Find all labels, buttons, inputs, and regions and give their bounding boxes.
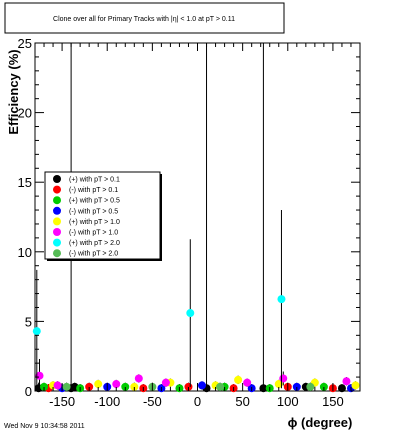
data-point	[319, 382, 328, 391]
legend-marker	[53, 228, 61, 236]
legend-entry-label: (-) with pT > 2.0	[69, 251, 118, 258]
x-tick-label: -100	[94, 394, 120, 409]
legend-box	[44, 171, 161, 260]
legend-entry-label: (-) with pT > 0.1	[69, 187, 118, 194]
data-point	[259, 384, 268, 393]
data-point	[134, 374, 143, 383]
data-point	[35, 371, 44, 380]
data-point	[274, 380, 283, 389]
data-point	[32, 327, 41, 336]
y-tick-label: 5	[25, 314, 32, 329]
x-axis-label: ϕ (degree)	[288, 415, 353, 430]
data-point	[121, 382, 130, 391]
x-tick-label: -50	[143, 394, 162, 409]
data-point	[216, 382, 225, 391]
legend-marker	[53, 206, 61, 215]
legend-marker	[53, 196, 61, 205]
y-tick-label: 20	[18, 106, 32, 121]
legend-entry-label: (+) with pT > 0.1	[69, 177, 120, 184]
data-point	[112, 380, 121, 389]
legend-marker	[53, 185, 61, 194]
data-point	[186, 309, 195, 318]
legend-entry-label: (+) with pT > 2.0	[69, 240, 120, 247]
data-point	[342, 377, 351, 386]
legend-entry-label: (-) with pT > 1.0	[69, 230, 118, 237]
y-tick-label: 10	[18, 245, 32, 260]
data-point	[85, 382, 94, 391]
data-point	[351, 381, 360, 390]
data-point	[243, 378, 252, 387]
data-point	[292, 382, 301, 391]
data-point	[279, 374, 288, 383]
legend-entry-label: (+) with pT > 0.5	[69, 198, 120, 205]
legend-marker	[53, 238, 61, 247]
data-point	[234, 375, 243, 384]
y-axis-label: Efficiency (%)	[6, 49, 21, 134]
y-tick-label: 25	[18, 36, 32, 51]
data-point	[62, 382, 71, 391]
data-point	[277, 295, 286, 304]
x-tick-label: 150	[322, 394, 344, 409]
x-tick-label: 50	[235, 394, 249, 409]
x-tick-label: -150	[49, 394, 75, 409]
chart-title: Clone over all for Primary Tracks with |…	[53, 16, 235, 23]
data-point	[198, 381, 207, 390]
data-point	[306, 382, 315, 391]
data-point	[53, 381, 62, 390]
legend-entry-label: (+) with pT > 1.0	[69, 219, 120, 226]
legend-entry-label: (-) with pT > 0.5	[69, 208, 118, 215]
legend-marker	[53, 249, 61, 258]
data-point	[40, 382, 49, 391]
x-tick-label: 100	[277, 394, 299, 409]
x-tick-label: 0	[194, 394, 201, 409]
legend-marker	[53, 217, 61, 226]
legend-marker	[53, 175, 61, 183]
title-box	[4, 2, 285, 34]
y-tick-label: 15	[18, 175, 32, 190]
legend: (+) with pT > 0.1 (-) with pT > 0.1 (+) wi…	[44, 171, 162, 261]
y-tick-label: 0	[25, 384, 32, 399]
data-point	[94, 380, 103, 389]
footer-timestamp: Wed Nov 9 10:34:58 2011	[4, 423, 85, 430]
data-point	[130, 382, 139, 391]
data-point	[161, 378, 170, 387]
